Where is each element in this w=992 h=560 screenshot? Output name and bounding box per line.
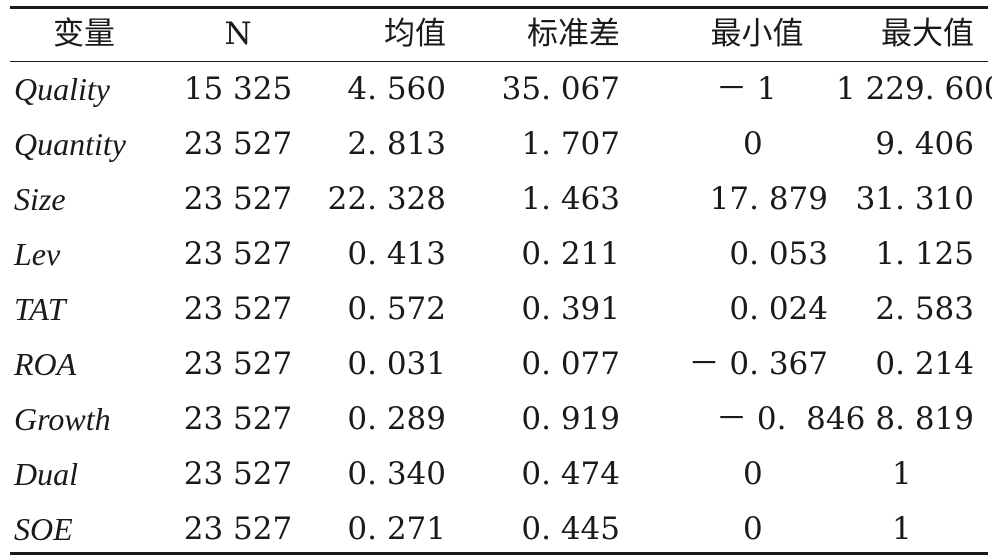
cell-sd: 0. 077 bbox=[521, 346, 620, 382]
cell-variable: Quantity bbox=[14, 126, 126, 162]
cell-n: 23 527 bbox=[183, 291, 293, 327]
cell-n: 23 527 bbox=[183, 236, 293, 272]
cell-mean: 0. 340 bbox=[347, 456, 446, 492]
cell-max: 1 bbox=[892, 456, 912, 492]
header-sd: 标准差 bbox=[527, 16, 620, 52]
cell-variable: Lev bbox=[14, 236, 61, 272]
cell-sd: 0. 919 bbox=[521, 401, 620, 437]
cell-min: 0 bbox=[743, 511, 763, 547]
cell-mean: 22. 328 bbox=[327, 181, 446, 217]
cell-variable: Growth bbox=[14, 401, 111, 437]
table-header-rule bbox=[10, 61, 988, 62]
cell-min: 0 bbox=[743, 126, 763, 162]
cell-min: 0 bbox=[743, 456, 763, 492]
cell-variable: Quality bbox=[14, 71, 110, 107]
cell-variable: SOE bbox=[14, 511, 73, 547]
cell-min: 17. 879 bbox=[709, 181, 828, 217]
cell-min: 0. 053 bbox=[729, 236, 828, 272]
header-variable: 变量 bbox=[53, 16, 115, 52]
cell-min: － 1 bbox=[716, 71, 777, 107]
cell-n: 15 325 bbox=[183, 71, 293, 107]
cell-max: 1 bbox=[892, 511, 912, 547]
cell-max: 9. 406 bbox=[875, 126, 974, 162]
cell-variable: TAT bbox=[14, 291, 66, 327]
cell-variable: Dual bbox=[14, 456, 78, 492]
cell-variable: Size bbox=[14, 181, 66, 217]
cell-n: 23 527 bbox=[183, 456, 293, 492]
cell-max: 2. 583 bbox=[875, 291, 974, 327]
header-mean: 均值 bbox=[384, 16, 446, 52]
header-min: 最小值 bbox=[710, 16, 804, 52]
cell-max: 1 229. 600 bbox=[836, 71, 992, 107]
cell-max: 0. 214 bbox=[875, 346, 974, 382]
header-n: N bbox=[224, 16, 252, 52]
cell-max: 1. 125 bbox=[875, 236, 974, 272]
cell-min: － 0. 846 bbox=[716, 401, 866, 437]
cell-n: 23 527 bbox=[183, 511, 293, 547]
cell-mean: 0. 413 bbox=[347, 236, 446, 272]
table-top-rule bbox=[10, 6, 988, 9]
cell-sd: 0. 391 bbox=[521, 291, 620, 327]
cell-min: － 0. 367 bbox=[688, 346, 828, 382]
cell-sd: 1. 707 bbox=[521, 126, 620, 162]
cell-max: 31. 310 bbox=[855, 181, 974, 217]
cell-sd: 0. 211 bbox=[521, 236, 620, 272]
cell-mean: 0. 031 bbox=[347, 346, 446, 382]
cell-mean: 0. 289 bbox=[347, 401, 446, 437]
cell-min: 0. 024 bbox=[729, 291, 828, 327]
cell-n: 23 527 bbox=[183, 401, 293, 437]
cell-sd: 0. 474 bbox=[521, 456, 620, 492]
cell-sd: 1. 463 bbox=[521, 181, 620, 217]
table-bottom-rule bbox=[10, 552, 988, 555]
cell-mean: 4. 560 bbox=[347, 71, 446, 107]
cell-max: 8. 819 bbox=[875, 401, 974, 437]
header-max: 最大值 bbox=[881, 16, 974, 52]
cell-n: 23 527 bbox=[183, 346, 293, 382]
cell-mean: 0. 271 bbox=[347, 511, 446, 547]
cell-mean: 2. 813 bbox=[347, 126, 446, 162]
cell-mean: 0. 572 bbox=[347, 291, 446, 327]
cell-sd: 35. 067 bbox=[501, 71, 620, 107]
cell-n: 23 527 bbox=[183, 126, 293, 162]
cell-variable: ROA bbox=[14, 346, 77, 382]
cell-n: 23 527 bbox=[183, 181, 293, 217]
cell-sd: 0. 445 bbox=[521, 511, 620, 547]
